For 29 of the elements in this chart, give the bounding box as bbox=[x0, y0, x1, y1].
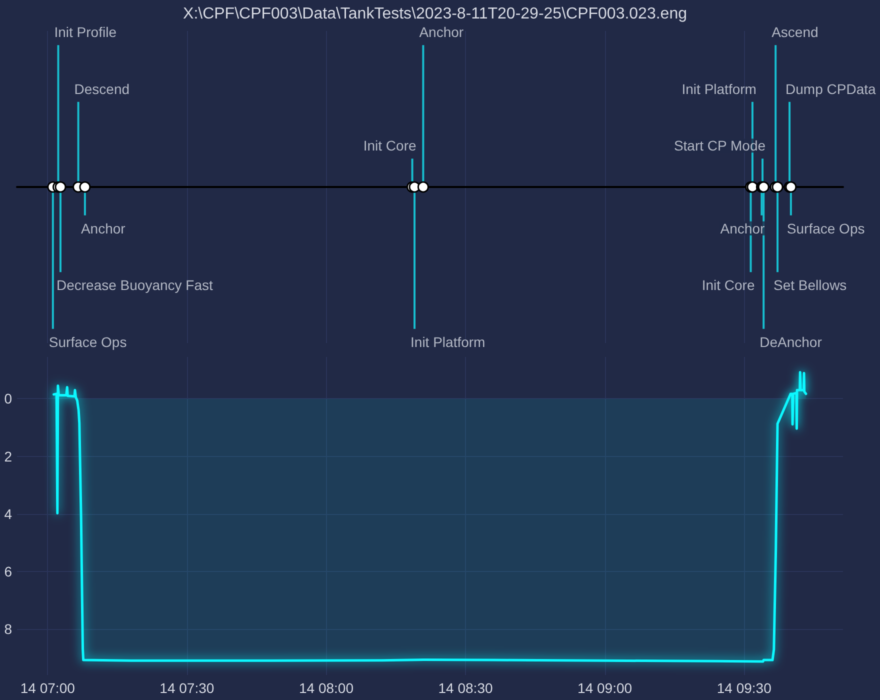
annotation: Init Profile bbox=[54, 24, 117, 40]
x-tick-label: 14 09:00 bbox=[578, 680, 632, 696]
annotation: Surface Ops bbox=[48, 334, 127, 350]
annotation: Start CP Mode bbox=[674, 138, 766, 154]
annotation: DeAnchor bbox=[760, 334, 822, 350]
y-tick-label: 0 bbox=[4, 390, 12, 407]
y-tick-label: 4 bbox=[4, 506, 12, 522]
x-tick-label: 14 07:00 bbox=[20, 680, 76, 696]
annotation: Dump CPData bbox=[786, 80, 876, 97]
x-tick-label: 14 09:30 bbox=[716, 680, 772, 696]
annotation: Ascend bbox=[772, 24, 818, 40]
annotation: Decrease Buoyancy Fast bbox=[56, 277, 214, 294]
annotation: Set Bellows bbox=[774, 277, 847, 294]
chart-title: X:\CPF\CPF003\Data\TankTests\2023-8-11T20-29-25\CPF003.023.eng bbox=[183, 6, 687, 22]
y-tick-label: 2 bbox=[4, 448, 12, 464]
y-tick-label: 8 bbox=[4, 620, 12, 637]
annotation: Init Platform bbox=[410, 334, 486, 350]
annotation: Descend bbox=[74, 80, 130, 97]
x-tick-label: 14 08:30 bbox=[438, 680, 493, 696]
annotation: Init Core bbox=[363, 138, 416, 154]
x-tick-label: 14 08:00 bbox=[298, 680, 354, 696]
annotation: Surface Ops bbox=[786, 220, 865, 236]
x-tick-label: 14 07:30 bbox=[160, 680, 214, 696]
annotation: Anchor bbox=[80, 220, 126, 236]
y-tick-label: 6 bbox=[4, 563, 12, 580]
annotation: Anchor bbox=[419, 24, 464, 40]
annotation: Init Platform bbox=[682, 80, 756, 97]
annotation: Anchor bbox=[720, 220, 766, 236]
annotation: Init Core bbox=[702, 277, 755, 294]
